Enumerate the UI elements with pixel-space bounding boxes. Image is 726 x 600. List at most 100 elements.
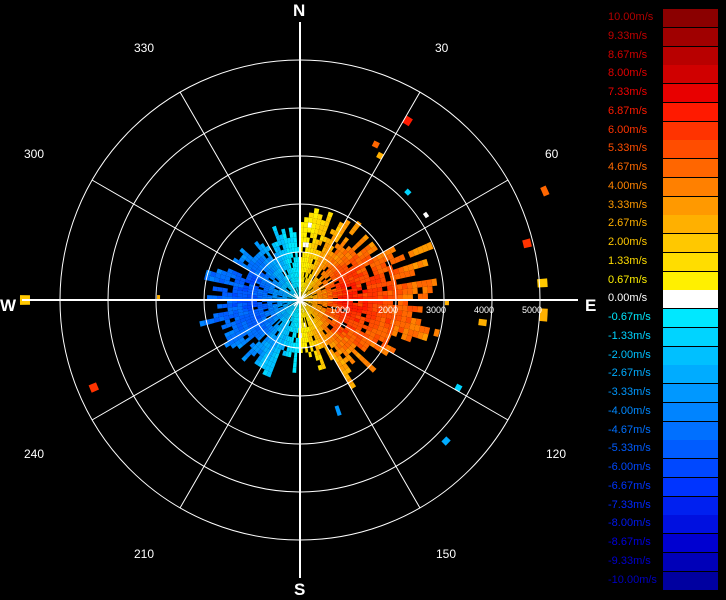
echo-bin [304,283,308,289]
echo-bin [282,323,286,329]
legend-swatch [663,346,718,365]
echo-bin [317,332,322,339]
echo-bin [329,272,335,278]
echo-bin [253,255,259,262]
legend-swatch [663,327,718,346]
echo-bin [332,294,338,297]
echo-bin [321,316,327,321]
echo-bin [302,312,304,318]
echo-bin [264,365,271,372]
echo-bin [336,251,343,257]
echo-bin [330,258,336,265]
azimuth-label-120: 120 [546,447,567,461]
echo-bin [322,294,328,297]
echo-bin [261,339,267,346]
legend-row: -8.67m/s [604,534,718,552]
echo-bin [285,307,290,312]
echo-bin [371,245,378,253]
echo-bin [280,309,286,314]
echo-bin [359,279,366,284]
echo-bin [339,333,346,339]
echo-bin [230,342,237,349]
echo-bin [350,342,357,349]
legend-swatch [663,9,718,27]
echo-bin [305,257,309,263]
echo-bin [322,303,328,306]
echo-bin [282,301,288,303]
echo-bin [316,290,322,294]
echo-bin [284,335,289,341]
echo-bin [324,254,329,260]
echo-bin [302,267,306,273]
echo-bin [281,317,286,322]
echo-bin [356,342,364,350]
echo-bin [387,300,394,305]
echo-bin [312,301,318,303]
echo-bin [282,277,287,283]
legend-row: 10.00m/s [604,9,718,27]
echo-bin [292,277,296,283]
echo-bin [391,279,397,286]
echo-bin [314,309,320,314]
echo-bin [251,344,258,351]
legend-swatch [663,196,718,215]
echo-bin [286,336,291,342]
echo-bin [268,366,274,373]
echo-bin [268,288,274,292]
echo-bin [336,307,343,312]
echo-bin [302,312,305,318]
echo-bin [247,305,253,309]
echo-bin [311,313,316,318]
echo-bin [377,304,383,309]
echo-bin [266,257,272,263]
echo-bin [313,340,318,346]
echo-bin [301,287,304,293]
echo-bin [407,294,413,300]
echo-bin [317,302,323,305]
echo-bin [244,313,250,318]
echo-bin [315,255,320,261]
echo-bin [312,218,318,224]
echo-bin [270,362,276,369]
echo-bin [289,291,295,295]
echo-bin [242,305,248,310]
echo-bin [269,311,276,315]
echo-bin [357,260,364,266]
echo-bin [279,267,284,273]
echo-bin [290,305,295,310]
echo-bin [254,271,260,276]
echo-bin [407,250,415,258]
echo-bin [206,295,213,300]
echo-bin [324,248,329,255]
echo-bin [278,314,283,319]
echo-bin [262,303,268,306]
echo-bin [290,290,295,295]
azimuth-label-330: 330 [134,41,155,55]
echo-bin [282,254,287,260]
echo-bin [345,354,353,361]
echo-bin [382,290,388,296]
echo-bin [282,350,287,356]
echo-bin [277,304,283,308]
echo-bin [296,267,299,273]
echo-bin [394,256,401,264]
echo-bin [342,319,349,325]
echo-bin [295,282,298,288]
echo-bin [308,341,313,347]
echo-bin [262,260,268,267]
echo-bin [239,247,246,255]
echo-bin [369,275,376,282]
echo-bin [283,305,289,309]
echo-bin [236,260,243,266]
echo-bin [366,310,373,316]
echo-bin [278,306,284,310]
echo-bin [273,230,279,237]
echo-bin [282,295,288,298]
echo-bin [397,294,404,300]
echo-bin [267,291,273,295]
echo-bin [296,302,299,308]
echo-bin [316,291,322,295]
echo-bin [284,313,289,318]
echo-bin [283,282,288,288]
echo-bin [316,349,321,356]
